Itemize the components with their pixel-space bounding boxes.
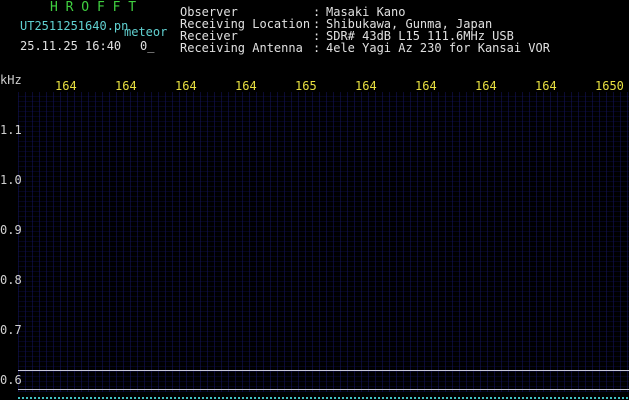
datetime: 25.11.25 16:40 (20, 39, 122, 53)
x-label: 165 (295, 79, 317, 93)
x-label: 164 (235, 79, 257, 93)
info-separator: : (313, 5, 321, 19)
y-unit: kHz (0, 73, 22, 87)
y-label: 0.9 (0, 223, 22, 237)
info-separator: : (313, 41, 321, 55)
file-name: UT2511251640.pn (20, 19, 129, 33)
info-label: Receiving Location (180, 17, 311, 31)
baseline (18, 397, 629, 399)
mode: meteor (124, 25, 168, 39)
x-label: 1650 (595, 79, 624, 93)
info-label: Receiver (180, 29, 238, 43)
x-label: 164 (55, 79, 77, 93)
reference-line (18, 370, 629, 371)
x-label: 164 (175, 79, 197, 93)
y-label: 1.0 (0, 173, 22, 187)
x-label: 164 (535, 79, 557, 93)
info-value: Masaki Kano (326, 5, 406, 19)
x-label: 164 (415, 79, 437, 93)
y-label: 0.7 (0, 323, 22, 337)
x-label: 164 (355, 79, 377, 93)
info-separator: : (313, 17, 321, 31)
y-label: 0.8 (0, 273, 22, 287)
counter: 0_ (140, 39, 155, 53)
y-label: 0.6 (0, 373, 22, 387)
x-label: 164 (475, 79, 497, 93)
y-label: 1.1 (0, 123, 22, 137)
info-separator: : (313, 29, 321, 43)
app-title: H R O F F T (50, 0, 137, 15)
info-value: SDR# 43dB L15 111.6MHz USB (326, 29, 514, 43)
info-label: Receiving Antenna (180, 41, 303, 55)
info-value: 4ele Yagi Az 230 for Kansai VOR (326, 41, 550, 55)
info-label: Observer (180, 5, 238, 19)
info-value: Shibukawa, Gunma, Japan (326, 17, 493, 31)
spectrogram-noise (18, 92, 629, 392)
x-label: 164 (115, 79, 137, 93)
reference-line (18, 389, 629, 390)
